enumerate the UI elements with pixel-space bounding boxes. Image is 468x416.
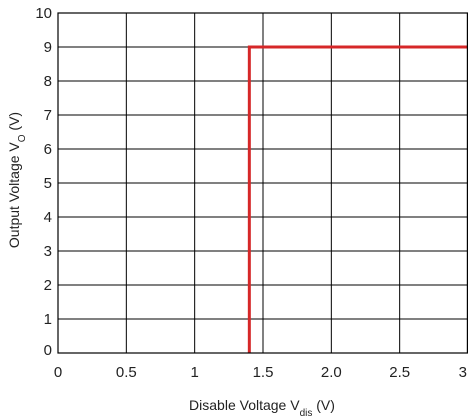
x-tick-label: 2.5 — [389, 364, 410, 381]
y-tick-label: 9 — [44, 39, 52, 56]
y-axis-label: Output Voltage VO (V) — [6, 112, 28, 248]
y-tick-labels: 0 1 2 3 4 5 6 7 8 9 10 — [35, 5, 52, 359]
grid — [58, 13, 468, 353]
y-tick-label: 6 — [44, 141, 52, 158]
y-tick-label: 2 — [44, 277, 52, 294]
x-tick-labels: 0 0.5 1 1.5 2.0 2.5 3 — [54, 364, 467, 381]
x-tick-label: 1 — [190, 364, 198, 381]
y-tick-label: 1 — [44, 311, 52, 328]
x-axis-label: Disable Voltage Vdis (V) — [189, 397, 335, 416]
y-tick-label: 3 — [44, 243, 52, 260]
y-tick-label: 10 — [35, 5, 52, 22]
plot-frame — [57, 12, 468, 354]
series-layer — [247, 45, 468, 353]
x-tick-label: 1.5 — [253, 364, 274, 381]
x-tick-label: 0.5 — [116, 364, 137, 381]
y-tick-label: 8 — [44, 73, 52, 90]
x-tick-label: 0 — [54, 364, 62, 381]
y-tick-label: 5 — [44, 175, 52, 192]
y-tick-label: 4 — [44, 209, 52, 226]
x-tick-label: 2.0 — [321, 364, 342, 381]
x-tick-label: 3 — [459, 364, 467, 381]
y-tick-label: 7 — [44, 107, 52, 124]
y-tick-label: 0 — [44, 342, 52, 359]
series-line — [247, 45, 468, 353]
